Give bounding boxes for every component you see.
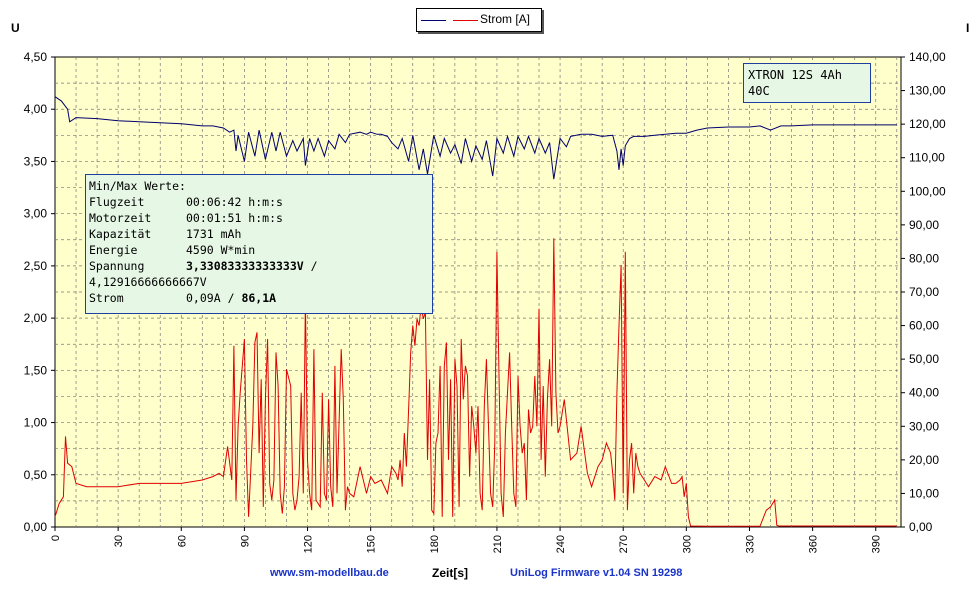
left-axis-label: U — [11, 21, 20, 35]
info-flugzeit: Flugzeit 00:06:42 h:m:s — [89, 194, 432, 210]
strom-sep: / — [227, 291, 235, 305]
y2-tick-label: 70,00 — [909, 285, 939, 299]
info-strom: Strom 0,09A / 86,1A — [89, 290, 432, 306]
x-tick-label: 300 — [681, 535, 693, 553]
y2-tick-label: 50,00 — [909, 352, 939, 366]
x-tick-label: 330 — [744, 535, 756, 553]
y2-tick-label: 130,00 — [909, 84, 946, 98]
series-layer — [54, 96, 897, 527]
series-line-voltage — [54, 96, 897, 180]
minmax-info-box: Min/Max Werte: Flugzeit 00:06:42 h:m:s Mo… — [85, 174, 433, 314]
y2-tick-label: 140,00 — [909, 50, 946, 64]
x-tick-label: 120 — [303, 535, 315, 553]
x-tick-label: 0 — [50, 535, 62, 541]
y-tick-label: 2,00 — [24, 311, 48, 325]
motorzeit-label: Motorzeit — [89, 211, 152, 225]
footer-firmware: UniLog Firmware v1.04 SN 19298 — [510, 567, 683, 579]
x-tick-label: 90 — [239, 535, 251, 547]
strom-label: Strom — [89, 291, 124, 305]
battery-title-line2: 40C — [748, 84, 770, 98]
x-tick-label: 150 — [366, 535, 378, 553]
info-motorzeit: Motorzeit 00:01:51 h:m:s — [89, 210, 432, 226]
y2-tick-label: 0,00 — [909, 520, 933, 534]
x-tick-labels: 0 30 60 90 120 150 180 210 240 270 300 330 360 390 — [50, 527, 883, 553]
y2-tick-label: 120,00 — [909, 117, 946, 131]
x-tick-label: 240 — [555, 535, 567, 553]
y2-tick-label: 60,00 — [909, 319, 939, 333]
spannung-sep: / — [310, 259, 318, 273]
y-tick-label: 2,50 — [24, 259, 48, 273]
flugzeit-value: 00:06:42 h:m:s — [186, 195, 283, 209]
legend-label-current: Strom [A] — [480, 12, 531, 26]
x-tick-label: 210 — [492, 535, 504, 553]
x-tick-label: 60 — [176, 535, 188, 547]
x-tick-label: 270 — [618, 535, 630, 553]
y2-tick-label: 100,00 — [909, 184, 946, 198]
y-tick-label: 0,50 — [24, 468, 48, 482]
y2-tick-labels: 0,00 10,00 20,00 30,00 40,00 50,00 60,00 70,00 8… — [901, 50, 946, 534]
y2-tick-label: 110,00 — [909, 151, 945, 165]
x-axis-title: Zeit[s] — [432, 566, 468, 580]
y-tick-label: 1,00 — [24, 416, 48, 430]
energie-value: 4590 W*min — [186, 243, 256, 257]
info-spannung: Spannung 3,33083333333333V / — [89, 258, 432, 274]
y-tick-label: 3,50 — [24, 154, 48, 168]
spannung-min: 3,33083333333333V — [186, 259, 304, 273]
info-title: Min/Max Werte: — [89, 179, 186, 193]
y2-tick-label: 90,00 — [909, 218, 939, 232]
x-tick-label: 360 — [808, 535, 820, 553]
y-tick-label: 4,50 — [24, 50, 48, 64]
footer-website: www.sm-modellbau.de — [270, 567, 389, 579]
energie-label: Energie — [89, 243, 138, 257]
flugzeit-label: Flugzeit — [89, 195, 145, 209]
x-tick-label: 180 — [429, 535, 441, 553]
y2-tick-label: 10,00 — [909, 486, 939, 500]
spannung-label: Spannung — [89, 259, 145, 273]
x-tick-label: 390 — [871, 535, 883, 553]
info-energie: Energie 4590 W*min — [89, 242, 432, 258]
y2-tick-label: 80,00 — [909, 251, 939, 265]
legend-swatch-current — [453, 20, 478, 21]
kapazitaet-label: Kapazität — [89, 227, 152, 241]
legend: Strom [A] — [416, 8, 542, 32]
right-axis-label: I — [966, 21, 970, 35]
y-tick-labels: 0,00 0,50 1,00 1,50 2,00 2,50 3,00 3,50 4,00 4,50 — [24, 50, 55, 534]
strom-min: 0,09A — [186, 291, 221, 305]
kapazitaet-value: 1731 mAh — [186, 227, 242, 241]
y-tick-label: 3,00 — [24, 207, 48, 221]
y2-tick-label: 30,00 — [909, 419, 939, 433]
y2-tick-label: 40,00 — [909, 386, 939, 400]
battery-title-line1: XTRON 12S 4Ah — [748, 68, 842, 82]
series-line-current — [54, 238, 897, 527]
info-kapazitaet: Kapazität 1731 mAh — [89, 226, 432, 242]
strom-max: 86,1A — [241, 291, 277, 305]
y2-tick-label: 20,00 — [909, 453, 939, 467]
y-tick-label: 1,50 — [24, 363, 48, 377]
info-spannung-max: 4,12916666666667V — [89, 275, 207, 289]
y-tick-label: 4,00 — [24, 102, 48, 116]
motorzeit-value: 00:01:51 h:m:s — [186, 211, 283, 225]
battery-title-box: XTRON 12S 4Ah 40C — [743, 63, 871, 103]
legend-swatch-voltage — [421, 20, 446, 21]
x-tick-label: 30 — [113, 535, 125, 547]
y-tick-label: 0,00 — [24, 520, 48, 534]
